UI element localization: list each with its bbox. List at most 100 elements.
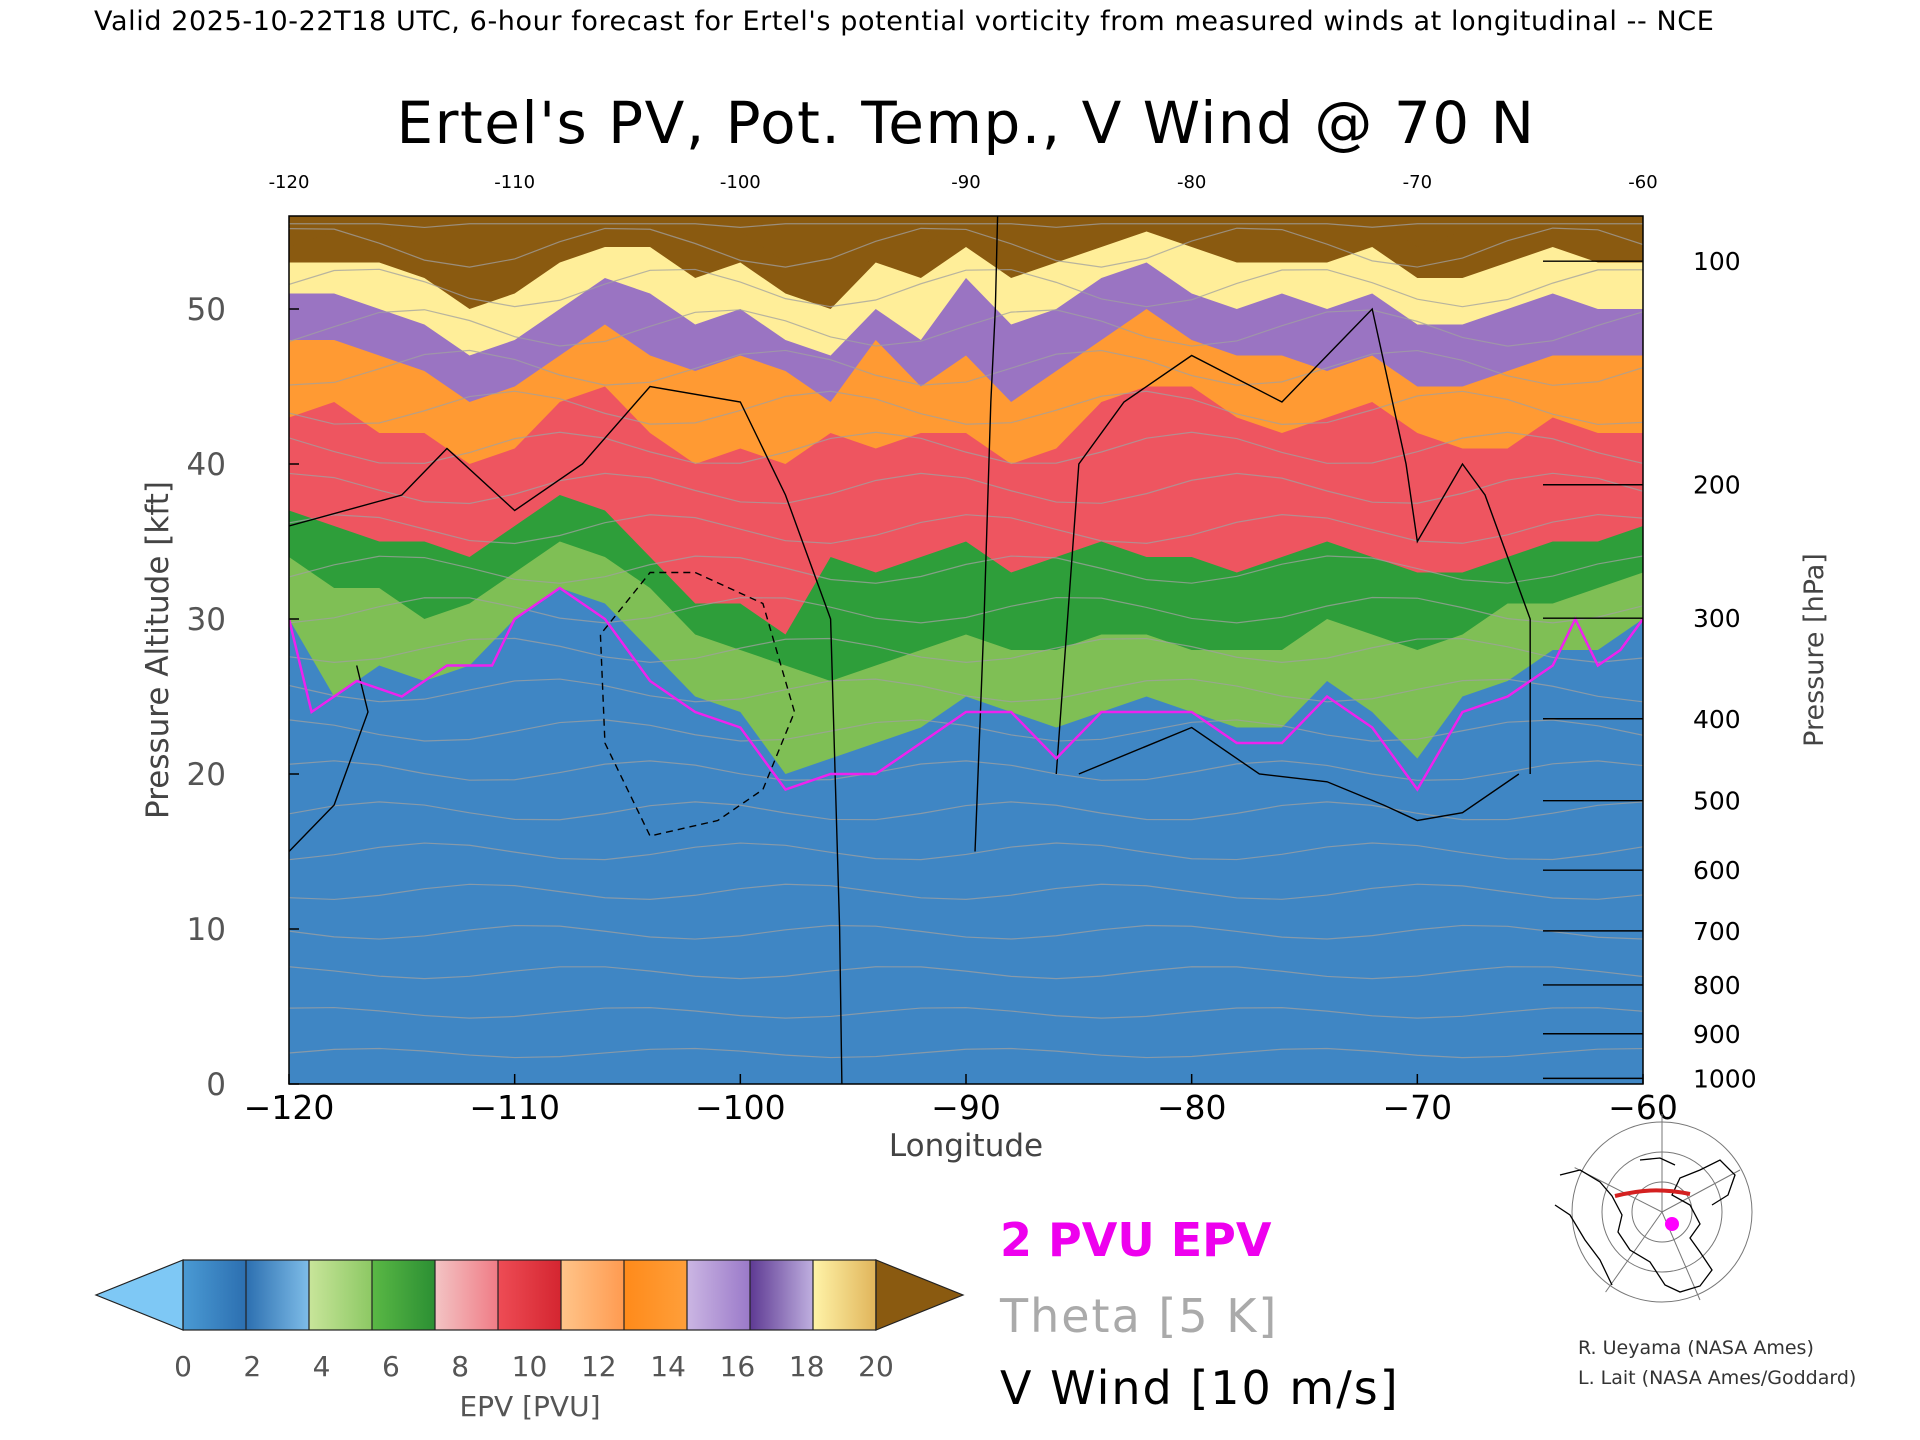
theta-contours — [289, 223, 1643, 1059]
colorbar-tick-label: 8 — [451, 1350, 469, 1383]
top-tick-label: -80 — [1177, 172, 1206, 193]
vwind-contour-negative — [599, 571, 796, 837]
colorbar-label: EPV [PVU] — [459, 1390, 600, 1423]
pressure-tick-label: 400 — [1693, 705, 1741, 734]
theta-contour — [289, 637, 1643, 663]
top-tick-label: -90 — [951, 172, 980, 193]
credit-line-1: R. Ueyama (NASA Ames) — [1578, 1337, 1814, 1359]
colorbar-tick-label: 6 — [382, 1350, 400, 1383]
colorbar-max-arrow — [875, 1259, 965, 1331]
top-axis: -120 -110 -100 -90 -80 -70 -60 — [269, 172, 1658, 193]
theta-contour — [289, 349, 1643, 386]
chart-title: Ertel's PV, Pot. Temp., V Wind @ 70 N — [397, 89, 1536, 157]
y-tick-label: 50 — [187, 292, 226, 328]
colorbar-frame — [182, 1259, 877, 1331]
y-tick-label: 40 — [187, 447, 226, 483]
theta-contour — [289, 883, 1643, 901]
theta-contour — [289, 1047, 1643, 1059]
colorbar-tick-label: 0 — [174, 1350, 192, 1383]
top-tick-label: -60 — [1628, 172, 1657, 193]
top-tick-label: -100 — [720, 172, 761, 193]
theta-contour — [289, 678, 1643, 703]
top-tick-label: -70 — [1403, 172, 1432, 193]
theta-contour — [289, 472, 1643, 505]
epv-2pvu-line — [289, 586, 1643, 792]
colorbar-segment — [813, 1260, 877, 1330]
colorbar-segment — [750, 1260, 814, 1330]
theta-contour — [289, 801, 1643, 821]
x-axis-label: Longitude — [889, 1128, 1043, 1164]
epv-layer-8 — [289, 216, 1643, 263]
valid-time-header: Valid 2025-10-22T18 UTC, 6-hour forecast… — [94, 6, 1714, 37]
theta-contour — [289, 966, 1643, 980]
theta-contour — [289, 390, 1643, 426]
theta-contour — [289, 842, 1643, 861]
y-tick-label: 30 — [187, 602, 226, 638]
pressure-tick-label: 300 — [1693, 604, 1741, 633]
legend: 2 PVU EPV Theta [5 K] V Wind [10 m/s] — [999, 1213, 1400, 1415]
theta-contour — [289, 309, 1643, 347]
theta-contour — [289, 924, 1643, 940]
colorbar-segment — [624, 1260, 688, 1330]
colorbar-tick-label: 4 — [313, 1350, 331, 1383]
inset-map-coastline — [1554, 1157, 1736, 1293]
pressure-tick-label: 900 — [1693, 1020, 1741, 1049]
legend-theta: Theta [5 K] — [999, 1289, 1278, 1343]
theta-contour — [289, 596, 1643, 624]
colorbar-segment — [498, 1260, 562, 1330]
y-axis-label: Pressure Altitude [kft] — [140, 481, 176, 819]
colorbar-tick-label: 18 — [789, 1350, 825, 1383]
colorbar-segment — [687, 1260, 751, 1330]
pressure-tick-label: 600 — [1693, 856, 1741, 885]
colorbar-min-arrow — [94, 1259, 184, 1331]
vwind-contour — [289, 385, 843, 1084]
colorbar-segment — [561, 1260, 625, 1330]
epv-layer-7 — [289, 216, 1643, 309]
pressure-tick-label: 1000 — [1693, 1064, 1757, 1093]
epv-layers — [289, 216, 1643, 774]
pressure-axis-label: Pressure [hPa] — [1799, 553, 1830, 747]
pressure-tick-label: 800 — [1693, 971, 1741, 1000]
top-tick-label: -110 — [494, 172, 535, 193]
pressure-tick-label: 100 — [1693, 247, 1741, 276]
colorbar: 0 2 4 6 8 10 12 14 16 18 20 — [94, 1259, 965, 1383]
colorbar-segment — [435, 1260, 499, 1330]
theta-contour — [289, 719, 1643, 742]
colorbar-tick-label: 10 — [512, 1350, 548, 1383]
x-tick-label: −70 — [1383, 1088, 1453, 1127]
pressure-axis: 100 200 300 400 500 600 700 800 900 1000 — [1543, 247, 1757, 1093]
inset-map — [1540, 1114, 1753, 1303]
inset-map-point — [1665, 1217, 1679, 1231]
colorbar-segment — [372, 1260, 436, 1330]
theta-contour — [289, 268, 1643, 308]
colorbar-tick-label: 20 — [858, 1350, 894, 1383]
colorbar-tick-label: 14 — [650, 1350, 686, 1383]
pressure-tick-label: 500 — [1693, 787, 1741, 816]
colorbar-segment — [309, 1260, 373, 1330]
x-tick-label: −90 — [931, 1088, 1001, 1127]
colorbar-tick-label: 12 — [581, 1350, 617, 1383]
colorbar-segment — [183, 1260, 247, 1330]
x-tick-label: −60 — [1608, 1088, 1678, 1127]
theta-contour — [289, 431, 1643, 464]
legend-2pvu: 2 PVU EPV — [1000, 1213, 1272, 1267]
vwind-contours — [289, 216, 1531, 1084]
theta-contour — [289, 223, 1643, 229]
pressure-tick-label: 200 — [1693, 471, 1741, 500]
x-tick-label: −80 — [1157, 1088, 1227, 1127]
theta-contour — [289, 1006, 1643, 1019]
credit-line-2: L. Lait (NASA Ames/Goddard) — [1578, 1367, 1856, 1389]
vwind-contour — [974, 216, 999, 852]
y-axis: 0 10 20 30 40 50 — [187, 292, 299, 1103]
x-tick-label: −120 — [244, 1088, 335, 1127]
top-tick-label: -120 — [269, 172, 310, 193]
theta-contour — [289, 227, 1643, 268]
x-axis: −120 −110 −100 −90 −80 −70 −60 — [244, 1074, 1678, 1127]
y-tick-label: 0 — [206, 1067, 226, 1103]
y-tick-label: 10 — [187, 912, 226, 948]
legend-vwind: V Wind [10 m/s] — [1000, 1361, 1400, 1415]
pressure-tick-label: 700 — [1693, 917, 1741, 946]
vwind-contour — [1078, 726, 1520, 822]
vwind-contour — [1055, 307, 1531, 775]
